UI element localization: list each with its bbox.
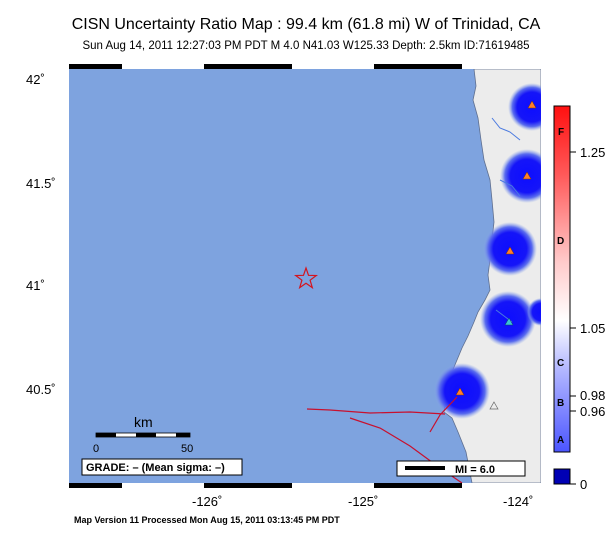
station-triangle-icon: [505, 246, 515, 255]
scale-label-0: 0: [93, 443, 99, 455]
grade-text: GRADE: – (Mean sigma: –): [86, 462, 225, 474]
colorbar-value-0-98: 0.98: [580, 388, 605, 403]
colorbar-letter-d: D: [557, 236, 564, 247]
map-title: CISN Uncertainty Ratio Map : 99.4 km (61…: [71, 16, 541, 33]
station-markers: [455, 100, 537, 410]
lat-tick-40-5: 40.5˚: [26, 382, 56, 397]
station-triangle-icon: [527, 100, 537, 109]
scale-label-50: 50: [181, 443, 193, 455]
scale-unit-label: km: [134, 414, 153, 430]
colorbar-value-1-25: 1.25: [580, 145, 605, 160]
lat-tick-42: 42˚: [26, 72, 45, 87]
uncertainty-colorbar: F D C B A 1.25 1.05 0.98 0.96 0: [553, 105, 605, 492]
lat-tick-41-5: 41.5˚: [26, 176, 56, 191]
station-triangle-icon: [455, 387, 465, 396]
lat-tick-41: 41˚: [26, 278, 45, 293]
station-uncertainty-zones: [434, 83, 541, 419]
station-triangle-icon: [489, 401, 499, 410]
station-triangle-icon: [522, 171, 532, 180]
mi-legend: MI = 6.0: [396, 460, 526, 477]
event-subtitle: Sun Aug 14, 2011 12:27:03 PM PDT M 4.0 N…: [82, 40, 530, 52]
station-triangle-icon: [504, 317, 514, 326]
colorbar-letter-a: A: [557, 435, 564, 446]
colorbar-letter-c: C: [557, 358, 564, 369]
colorbar-value-0-96: 0.96: [580, 404, 605, 419]
epicenter-star-icon: [293, 266, 319, 290]
colorbar-letter-b: B: [557, 398, 564, 409]
scale-bar: km 0 50: [93, 414, 193, 455]
lon-tick-124: -124˚: [503, 494, 533, 509]
lon-tick-126: -126˚: [192, 494, 222, 509]
frame-ticks: [64, 64, 546, 488]
colorbar-value-0: 0: [580, 477, 587, 492]
lon-tick-125: -125˚: [348, 494, 378, 509]
map-version-footer: Map Version 11 Processed Mon Aug 15, 201…: [74, 515, 340, 525]
colorbar-value-1-05: 1.05: [580, 321, 605, 336]
grade-box: GRADE: – (Mean sigma: –): [81, 458, 243, 476]
colorbar-letter-f: F: [558, 127, 564, 138]
mi-text: MI = 6.0: [455, 464, 495, 476]
